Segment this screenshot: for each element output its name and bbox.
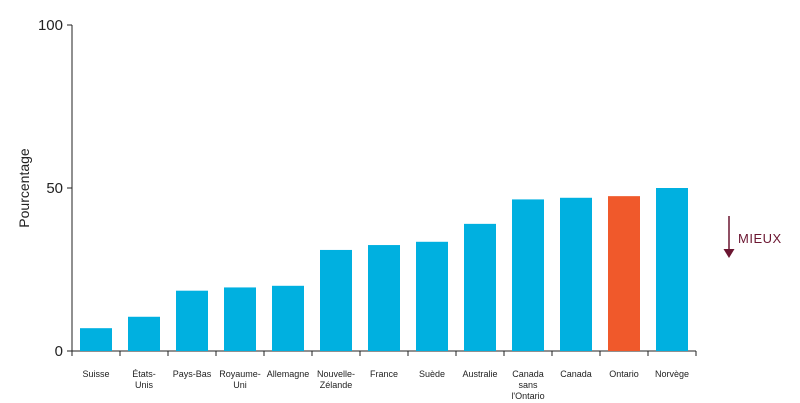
y-tick-label: 0 <box>55 343 63 360</box>
x-category-label: Suisse <box>82 369 109 379</box>
bar <box>608 196 640 351</box>
x-category-label: Uni <box>233 380 247 390</box>
x-category-label: Suède <box>419 369 445 379</box>
x-category-label: Allemagne <box>267 369 310 379</box>
x-category-label: Canada <box>560 369 592 379</box>
y-axis: 0 50 100 <box>38 17 73 360</box>
bar <box>512 199 544 351</box>
x-category-label: États- <box>132 369 156 379</box>
x-category-label: Unis <box>135 380 154 390</box>
x-category-label: Nouvelle- <box>317 369 355 379</box>
bar <box>80 328 112 351</box>
x-category-label: Ontario <box>609 369 639 379</box>
bar <box>320 249 352 351</box>
x-category-label: Pays-Bas <box>173 369 212 379</box>
x-category-label: Norvège <box>655 369 689 379</box>
bars <box>80 188 688 351</box>
x-category-label: Canada <box>512 369 544 379</box>
down-arrow-head-icon <box>723 249 735 258</box>
y-tick-label: 50 <box>46 180 63 197</box>
bar <box>464 223 496 351</box>
bar <box>656 188 688 351</box>
better-direction-note: MIEUX <box>723 216 782 258</box>
category-labels: Suisse États-Unis Pays-Bas Royaume-Uni Allem… <box>82 369 689 401</box>
bar <box>176 290 208 351</box>
bar <box>272 285 304 351</box>
bar <box>416 241 448 351</box>
x-category-label: Royaume- <box>219 369 261 379</box>
x-category-label: Zélande <box>320 380 353 390</box>
bar <box>368 245 400 351</box>
x-category-label: l'Ontario <box>511 391 544 401</box>
x-category-label: Australie <box>462 369 497 379</box>
y-axis-label: Pourcentage <box>16 148 32 228</box>
bar <box>224 287 256 351</box>
better-direction-label: MIEUX <box>738 231 782 246</box>
x-category-label: sans <box>518 380 538 390</box>
x-axis <box>71 350 697 356</box>
bar <box>560 197 592 351</box>
x-category-label: France <box>370 369 398 379</box>
bar <box>128 316 160 351</box>
y-tick-label: 100 <box>38 17 63 34</box>
